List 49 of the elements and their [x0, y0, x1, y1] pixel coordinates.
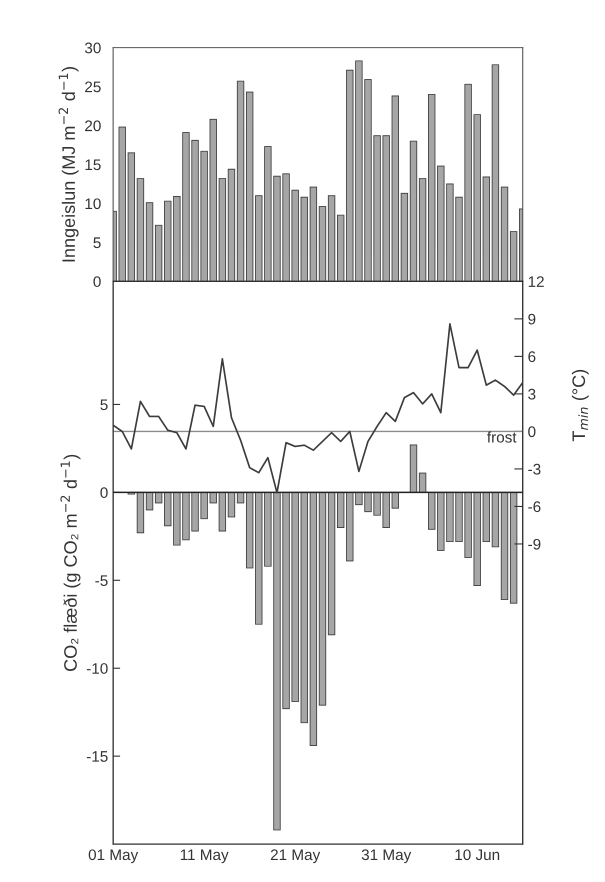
- y2-tick-label: 0: [528, 426, 536, 438]
- bar: [318, 206, 326, 282]
- y2-axis-title: T$_{min}$ (°C): [572, 370, 589, 442]
- x-tick-label: 10 Jun: [455, 849, 500, 860]
- ref-line-label: frost: [487, 431, 516, 443]
- y-tick-label: 20: [85, 120, 101, 132]
- x-tick-label: 01 May: [88, 849, 138, 864]
- x-tick-label: 21 May: [270, 849, 320, 864]
- y-tick-label: 30: [84, 42, 101, 54]
- bar: [146, 202, 154, 282]
- y2-tick-label: -9: [528, 538, 540, 550]
- bar: [364, 492, 372, 512]
- y-tick-label: 15: [86, 160, 101, 170]
- y-tick-label: 10: [86, 198, 101, 210]
- x-tick-label: 31 May: [362, 849, 412, 864]
- bar: [455, 196, 463, 282]
- y-tick-label: 0: [100, 487, 108, 498]
- y2-tick-label: 12: [528, 276, 544, 287]
- y2-tick-label: 6: [528, 351, 536, 362]
- bar: [500, 186, 508, 282]
- bar: [228, 168, 236, 282]
- y-tick-label: -5: [95, 575, 108, 586]
- bar: [191, 140, 199, 282]
- y2-tick-label: -6: [528, 501, 540, 512]
- y-tick-label: 0: [93, 276, 101, 288]
- y-tick-label: -15: [86, 751, 108, 762]
- x-tick-label: 11 May: [180, 849, 229, 864]
- bar: [182, 132, 190, 282]
- bar: [455, 492, 463, 542]
- bar: [191, 492, 199, 532]
- bar: [410, 140, 418, 282]
- y2-tick-label: 9: [528, 314, 536, 325]
- y-axis-title: CO₂ flæði (g CO₂ m$^{−2}$ d$^{−1}$): [60, 454, 80, 671]
- y-axis-title: Inngeislun (MJ m$^{−2}$ d$^{−1}$): [58, 67, 79, 262]
- bar: [418, 472, 426, 493]
- y-tick-label: 5: [93, 237, 101, 248]
- bar: [228, 492, 236, 518]
- y2-tick-label: 3: [528, 388, 536, 400]
- bar: [500, 492, 508, 600]
- bar: [318, 492, 326, 706]
- y2-tick-label: -3: [528, 464, 540, 475]
- y-tick-label: -10: [86, 663, 108, 674]
- bar: [410, 444, 418, 493]
- bar: [182, 492, 190, 540]
- y-tick-label: 25: [85, 81, 101, 92]
- bar: [146, 492, 154, 510]
- bar: [273, 176, 281, 282]
- bar: [364, 79, 372, 282]
- y-tick-label: 5: [100, 399, 108, 410]
